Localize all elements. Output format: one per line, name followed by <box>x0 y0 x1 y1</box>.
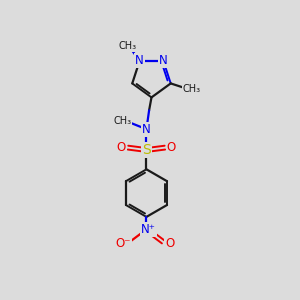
Text: O: O <box>167 141 176 154</box>
Text: CH₃: CH₃ <box>183 84 201 94</box>
Text: S: S <box>142 143 151 157</box>
Text: O⁻: O⁻ <box>116 236 131 250</box>
Text: CH₃: CH₃ <box>118 41 136 51</box>
Text: N: N <box>159 54 168 67</box>
Text: N: N <box>142 123 151 136</box>
Text: CH₃: CH₃ <box>114 116 132 126</box>
Text: O: O <box>165 236 174 250</box>
Text: N: N <box>135 54 144 67</box>
Text: N⁺: N⁺ <box>141 223 156 236</box>
Text: O: O <box>117 141 126 154</box>
